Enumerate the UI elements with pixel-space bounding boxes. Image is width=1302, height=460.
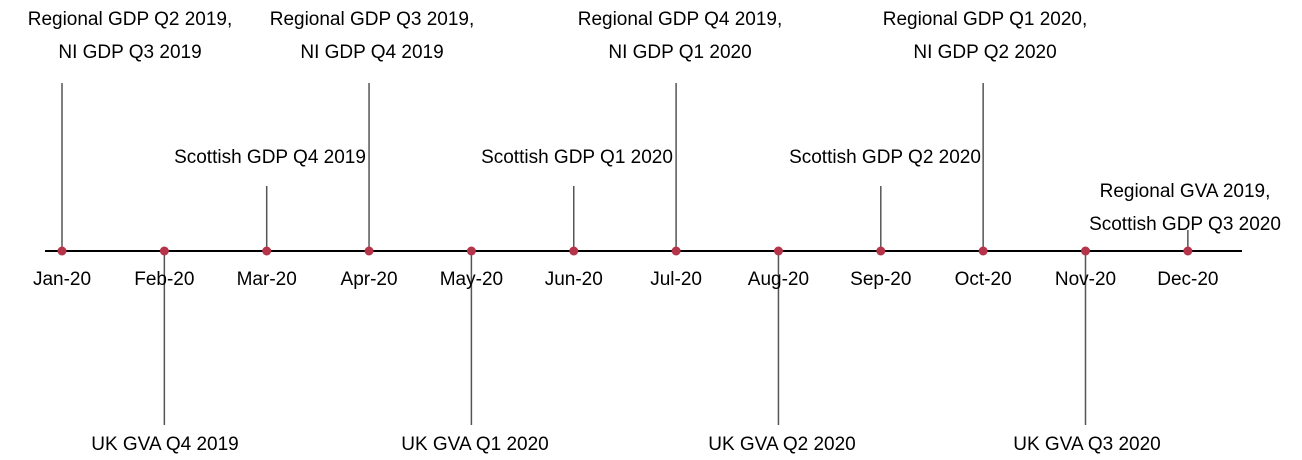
month-label: Jul-20 — [650, 269, 702, 290]
month-dot — [569, 246, 579, 256]
month-label: Sep-20 — [850, 269, 911, 290]
event-label: Regional GDP Q1 2020, — [883, 9, 1088, 30]
month-dot — [978, 246, 988, 256]
month-label: May-20 — [440, 269, 503, 290]
month-dot — [57, 246, 67, 256]
month-label: Dec-20 — [1157, 269, 1218, 290]
event-label: UK GVA Q2 2020 — [708, 434, 856, 455]
month-dot — [773, 246, 783, 256]
month-label: Mar-20 — [237, 269, 297, 290]
event-label: NI GDP Q2 2020 — [913, 42, 1056, 63]
month-label: Aug-20 — [748, 269, 809, 290]
month-dot — [671, 246, 681, 256]
event-label: Scottish GDP Q2 2020 — [789, 147, 981, 168]
event-label: UK GVA Q3 2020 — [1013, 434, 1161, 455]
event-label: Scottish GDP Q4 2019 — [174, 147, 366, 168]
month-label: Jan-20 — [33, 269, 91, 290]
month-label: Jun-20 — [545, 269, 603, 290]
event-label: NI GDP Q1 2020 — [608, 42, 751, 63]
month-label: Feb-20 — [134, 269, 194, 290]
event-label: Regional GDP Q3 2019, — [270, 9, 475, 30]
month-dot — [364, 246, 374, 256]
month-dot — [466, 246, 476, 256]
month-dot — [1081, 246, 1090, 256]
event-label: UK GVA Q1 2020 — [401, 434, 549, 455]
month-dot — [159, 246, 169, 256]
month-dot — [876, 246, 886, 256]
month-label: Nov-20 — [1055, 269, 1116, 290]
month-label: Oct-20 — [955, 269, 1012, 290]
event-label: Scottish GDP Q1 2020 — [481, 147, 673, 168]
event-label: Scottish GDP Q3 2020 — [1089, 214, 1281, 235]
event-label: NI GDP Q4 2019 — [300, 42, 443, 63]
event-label: Regional GDP Q2 2019, — [28, 9, 233, 30]
event-label: NI GDP Q3 2019 — [58, 42, 201, 63]
month-dot — [262, 246, 272, 256]
month-label: Apr-20 — [341, 269, 398, 290]
event-label: UK GVA Q4 2019 — [91, 434, 239, 455]
event-label: Regional GDP Q4 2019, — [578, 9, 783, 30]
event-label: Regional GVA 2019, — [1100, 181, 1271, 202]
month-dot — [1183, 246, 1193, 256]
